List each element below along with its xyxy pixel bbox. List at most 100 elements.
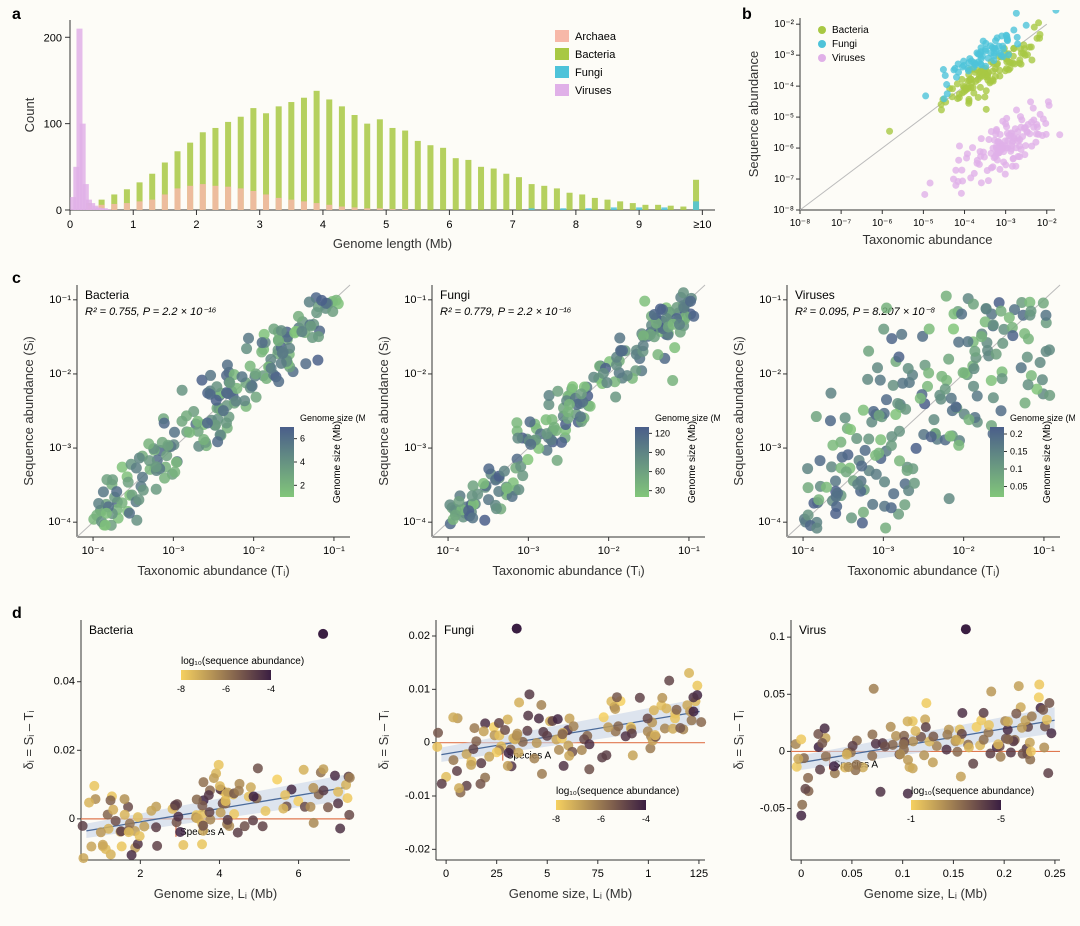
svg-text:R² = 0.779, P = 2.2 × 10⁻¹⁶: R² = 0.779, P = 2.2 × 10⁻¹⁶ — [440, 306, 572, 318]
svg-text:10⁻³: 10⁻³ — [774, 50, 794, 61]
svg-text:0: 0 — [56, 205, 62, 217]
svg-text:Viruses: Viruses — [575, 85, 612, 97]
svg-text:10⁻⁷: 10⁻⁷ — [774, 174, 794, 185]
svg-text:30: 30 — [655, 486, 665, 496]
svg-text:6: 6 — [446, 219, 452, 231]
svg-text:10⁻³: 10⁻³ — [404, 442, 426, 454]
svg-text:2: 2 — [193, 219, 199, 231]
svg-text:δᵢ = Sᵢ – Tᵢ: δᵢ = Sᵢ – Tᵢ — [21, 710, 36, 769]
svg-text:0.05: 0.05 — [1010, 482, 1028, 492]
svg-text:60: 60 — [655, 467, 665, 477]
svg-text:Bacteria: Bacteria — [89, 623, 133, 637]
svg-text:0.25: 0.25 — [1044, 868, 1065, 880]
svg-text:Fungi: Fungi — [444, 623, 474, 637]
svg-text:Taxonomic abundance (Tᵢ): Taxonomic abundance (Tᵢ) — [492, 563, 644, 578]
svg-text:0.1: 0.1 — [1010, 464, 1023, 474]
svg-text:10⁻⁴: 10⁻⁴ — [48, 516, 71, 528]
svg-text:10⁻⁸: 10⁻⁸ — [790, 218, 811, 229]
svg-text:4: 4 — [300, 457, 305, 467]
svg-text:10⁻¹: 10⁻¹ — [404, 294, 426, 306]
svg-text:Genome length (Mb): Genome length (Mb) — [333, 236, 452, 251]
panel-c-fungi: 10⁻⁴10⁻³10⁻²10⁻¹10⁻⁴10⁻³10⁻²10⁻¹Taxonomi… — [370, 275, 720, 585]
svg-text:0.02: 0.02 — [54, 744, 75, 756]
svg-text:10⁻⁶: 10⁻⁶ — [872, 218, 893, 229]
svg-text:90: 90 — [655, 447, 665, 457]
svg-text:10⁻³: 10⁻³ — [162, 545, 184, 557]
panel-d-virus: 00.050.10.150.20.25-0.0500.050.1Genome s… — [725, 610, 1075, 910]
svg-text:10⁻³: 10⁻³ — [759, 442, 781, 454]
svg-text:Virus: Virus — [799, 623, 826, 637]
panel-a-chart: 0123456789≥100100200Genome length (Mb)Co… — [20, 10, 730, 255]
svg-text:10⁻⁴: 10⁻⁴ — [773, 81, 794, 92]
svg-text:0.01: 0.01 — [409, 683, 430, 695]
svg-text:10⁻²: 10⁻² — [759, 368, 781, 380]
svg-text:log₁₀(sequence abundance): log₁₀(sequence abundance) — [911, 786, 1034, 797]
svg-text:Fungi: Fungi — [575, 67, 603, 79]
svg-text:Viruses: Viruses — [832, 53, 865, 64]
svg-text:0: 0 — [443, 868, 449, 880]
panel-b-chart: 10⁻⁸ 10⁻⁷ 10⁻⁶ 10⁻⁵ 10⁻⁴ 10⁻³ 10⁻² 10⁻⁸ 10⁻⁷ 10⁻⁶… — [740, 10, 1070, 255]
svg-text:Count: Count — [22, 97, 37, 132]
svg-text:10⁻²: 10⁻² — [953, 545, 975, 557]
figure-container: a 0123456789≥100100200Genome length (Mb)… — [0, 0, 1080, 926]
svg-text:10⁻⁸: 10⁻⁸ — [773, 205, 794, 216]
svg-text:-0.02: -0.02 — [405, 843, 430, 855]
svg-text:120: 120 — [655, 428, 670, 438]
svg-text:-4: -4 — [642, 814, 650, 824]
svg-text:10⁻⁷: 10⁻⁷ — [831, 218, 851, 229]
svg-text:8: 8 — [573, 219, 579, 231]
svg-text:10⁻⁵: 10⁻⁵ — [773, 112, 794, 123]
svg-text:Sequence abundance (Sᵢ): Sequence abundance (Sᵢ) — [21, 336, 36, 486]
svg-text:0.15: 0.15 — [943, 868, 964, 880]
svg-text:Bacteria: Bacteria — [832, 25, 869, 36]
svg-text:0.05: 0.05 — [764, 688, 785, 700]
svg-text:Genome size, Lᵢ (Mb): Genome size, Lᵢ (Mb) — [864, 886, 987, 901]
svg-text:0.02: 0.02 — [409, 630, 430, 642]
svg-text:5: 5 — [383, 219, 389, 231]
svg-text:5: 5 — [544, 868, 550, 880]
svg-text:9: 9 — [636, 219, 642, 231]
svg-text:-6: -6 — [597, 814, 605, 824]
svg-text:Taxonomic abundance (Tᵢ): Taxonomic abundance (Tᵢ) — [137, 563, 289, 578]
svg-text:10⁻⁶: 10⁻⁶ — [773, 143, 794, 154]
svg-text:Genome size (Mb): Genome size (Mb) — [1042, 421, 1053, 503]
svg-text:10⁻²: 10⁻² — [1037, 218, 1057, 229]
svg-text:10⁻²: 10⁻² — [49, 368, 71, 380]
svg-text:R² = 0.755, P = 2.2 × 10⁻¹⁶: R² = 0.755, P = 2.2 × 10⁻¹⁶ — [85, 306, 217, 318]
svg-text:-8: -8 — [552, 814, 560, 824]
svg-text:10⁻¹: 10⁻¹ — [49, 294, 71, 306]
svg-text:log₁₀(sequence abundance): log₁₀(sequence abundance) — [181, 656, 304, 667]
svg-text:10⁻³: 10⁻³ — [49, 442, 71, 454]
svg-text:-4: -4 — [267, 684, 275, 694]
svg-text:6: 6 — [300, 434, 305, 444]
svg-text:1: 1 — [645, 868, 651, 880]
svg-text:Archaea: Archaea — [575, 31, 617, 43]
svg-text:0.2: 0.2 — [1010, 429, 1023, 439]
svg-text:200: 200 — [44, 32, 62, 44]
svg-text:Sequence abundance (Sᵢ): Sequence abundance (Sᵢ) — [731, 336, 746, 486]
svg-text:2: 2 — [300, 480, 305, 490]
svg-text:10⁻¹: 10⁻¹ — [759, 294, 781, 306]
svg-text:10⁻¹: 10⁻¹ — [1033, 545, 1055, 557]
svg-text:0: 0 — [67, 219, 73, 231]
svg-text:125: 125 — [690, 868, 708, 880]
svg-text:Bacteria: Bacteria — [85, 288, 129, 302]
svg-text:Sequence abundance (Sᵢ): Sequence abundance (Sᵢ) — [376, 336, 391, 486]
svg-text:Taxonomic abundance (Tᵢ): Taxonomic abundance (Tᵢ) — [847, 563, 999, 578]
svg-text:4: 4 — [216, 868, 222, 880]
svg-text:-8: -8 — [177, 684, 185, 694]
panel-c-viruses: 10⁻⁴10⁻³10⁻²10⁻¹10⁻⁴10⁻³10⁻²10⁻¹Taxonomi… — [725, 275, 1075, 585]
svg-text:Fungi: Fungi — [440, 288, 470, 302]
svg-text:δᵢ = Sᵢ – Tᵢ: δᵢ = Sᵢ – Tᵢ — [376, 710, 391, 769]
svg-text:Taxonomic abundance: Taxonomic abundance — [862, 232, 992, 247]
svg-text:-0.05: -0.05 — [760, 803, 785, 815]
svg-text:10⁻³: 10⁻³ — [996, 218, 1016, 229]
svg-text:1: 1 — [130, 219, 136, 231]
svg-text:10⁻⁴: 10⁻⁴ — [758, 516, 781, 528]
svg-text:0: 0 — [779, 745, 785, 757]
svg-text:6: 6 — [296, 868, 302, 880]
svg-text:-6: -6 — [222, 684, 230, 694]
svg-text:10⁻⁴: 10⁻⁴ — [954, 218, 975, 229]
svg-text:Bacteria: Bacteria — [575, 49, 616, 61]
svg-text:10⁻¹: 10⁻¹ — [678, 545, 700, 557]
